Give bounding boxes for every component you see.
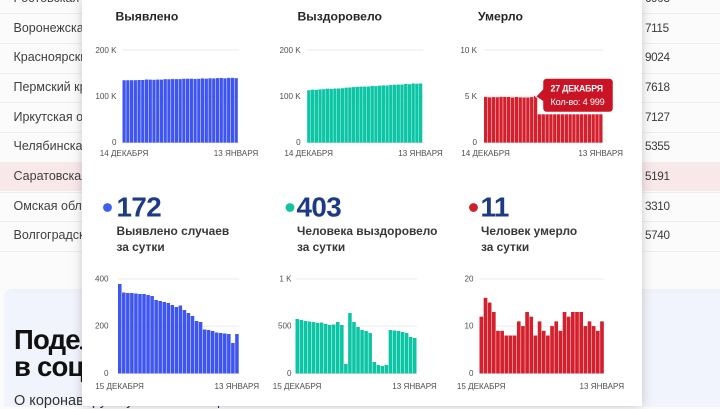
svg-text:Выздоровело: Выздоровело	[298, 10, 382, 24]
svg-text:за сутки: за сутки	[481, 240, 529, 254]
svg-text:200 K: 200 K	[95, 46, 117, 55]
svg-text:27 ДЕКАБРЯ: 27 ДЕКАБРЯ	[551, 83, 603, 93]
svg-text:5 K: 5 K	[465, 92, 478, 101]
svg-text:Человека выздоровело: Человека выздоровело	[297, 224, 437, 238]
svg-text:500: 500	[278, 322, 292, 331]
svg-text:15 ДЕКАБРЯ: 15 ДЕКАБРЯ	[95, 382, 144, 391]
svg-text:13 ЯНВАРЯ: 13 ЯНВАРЯ	[392, 382, 437, 391]
svg-text:0: 0	[472, 138, 477, 147]
svg-text:20: 20	[464, 275, 474, 284]
svg-text:13 ЯНВАРЯ: 13 ЯНВАРЯ	[578, 149, 623, 158]
svg-text:0: 0	[112, 138, 117, 147]
svg-text:0: 0	[287, 369, 292, 378]
svg-text:15 ДЕКАБРЯ: 15 ДЕКАБРЯ	[457, 382, 506, 391]
svg-text:11: 11	[481, 192, 509, 223]
svg-text:200: 200	[95, 322, 109, 331]
svg-text:403: 403	[297, 192, 342, 223]
svg-text:172: 172	[117, 192, 162, 223]
svg-text:400: 400	[95, 275, 109, 284]
svg-text:14 ДЕКАБРЯ: 14 ДЕКАБРЯ	[100, 149, 149, 158]
svg-text:0: 0	[104, 369, 109, 378]
svg-text:за сутки: за сутки	[117, 240, 165, 254]
svg-text:13 ЯНВАРЯ: 13 ЯНВАРЯ	[214, 149, 259, 158]
svg-text:14 ДЕКАБРЯ: 14 ДЕКАБРЯ	[284, 149, 333, 158]
svg-text:Выявлено: Выявлено	[116, 10, 179, 24]
svg-text:13 ЯНВАРЯ: 13 ЯНВАРЯ	[215, 382, 260, 391]
svg-text:10 K: 10 K	[460, 46, 477, 55]
svg-text:Умерло: Умерло	[478, 10, 523, 24]
svg-text:0: 0	[296, 138, 301, 147]
svg-text:15 ДЕКАБРЯ: 15 ДЕКАБРЯ	[273, 382, 322, 391]
svg-text:13 ЯНВАРЯ: 13 ЯНВАРЯ	[398, 149, 443, 158]
svg-text:Человек умерло: Человек умерло	[481, 224, 577, 238]
svg-text:14 ДЕКАБРЯ: 14 ДЕКАБРЯ	[461, 149, 510, 158]
svg-text:Кол-во: 4 999: Кол-во: 4 999	[551, 97, 605, 107]
svg-text:100 K: 100 K	[279, 92, 301, 101]
svg-text:0: 0	[469, 369, 474, 378]
svg-text:200 K: 200 K	[279, 46, 301, 55]
svg-text:10: 10	[464, 322, 474, 331]
svg-text:1 K: 1 K	[279, 275, 292, 284]
svg-text:за сутки: за сутки	[297, 240, 345, 254]
svg-text:Выявлено случаев: Выявлено случаев	[117, 224, 230, 238]
svg-text:100 K: 100 K	[95, 92, 117, 101]
svg-text:13 ЯНВАРЯ: 13 ЯНВАРЯ	[580, 382, 625, 391]
